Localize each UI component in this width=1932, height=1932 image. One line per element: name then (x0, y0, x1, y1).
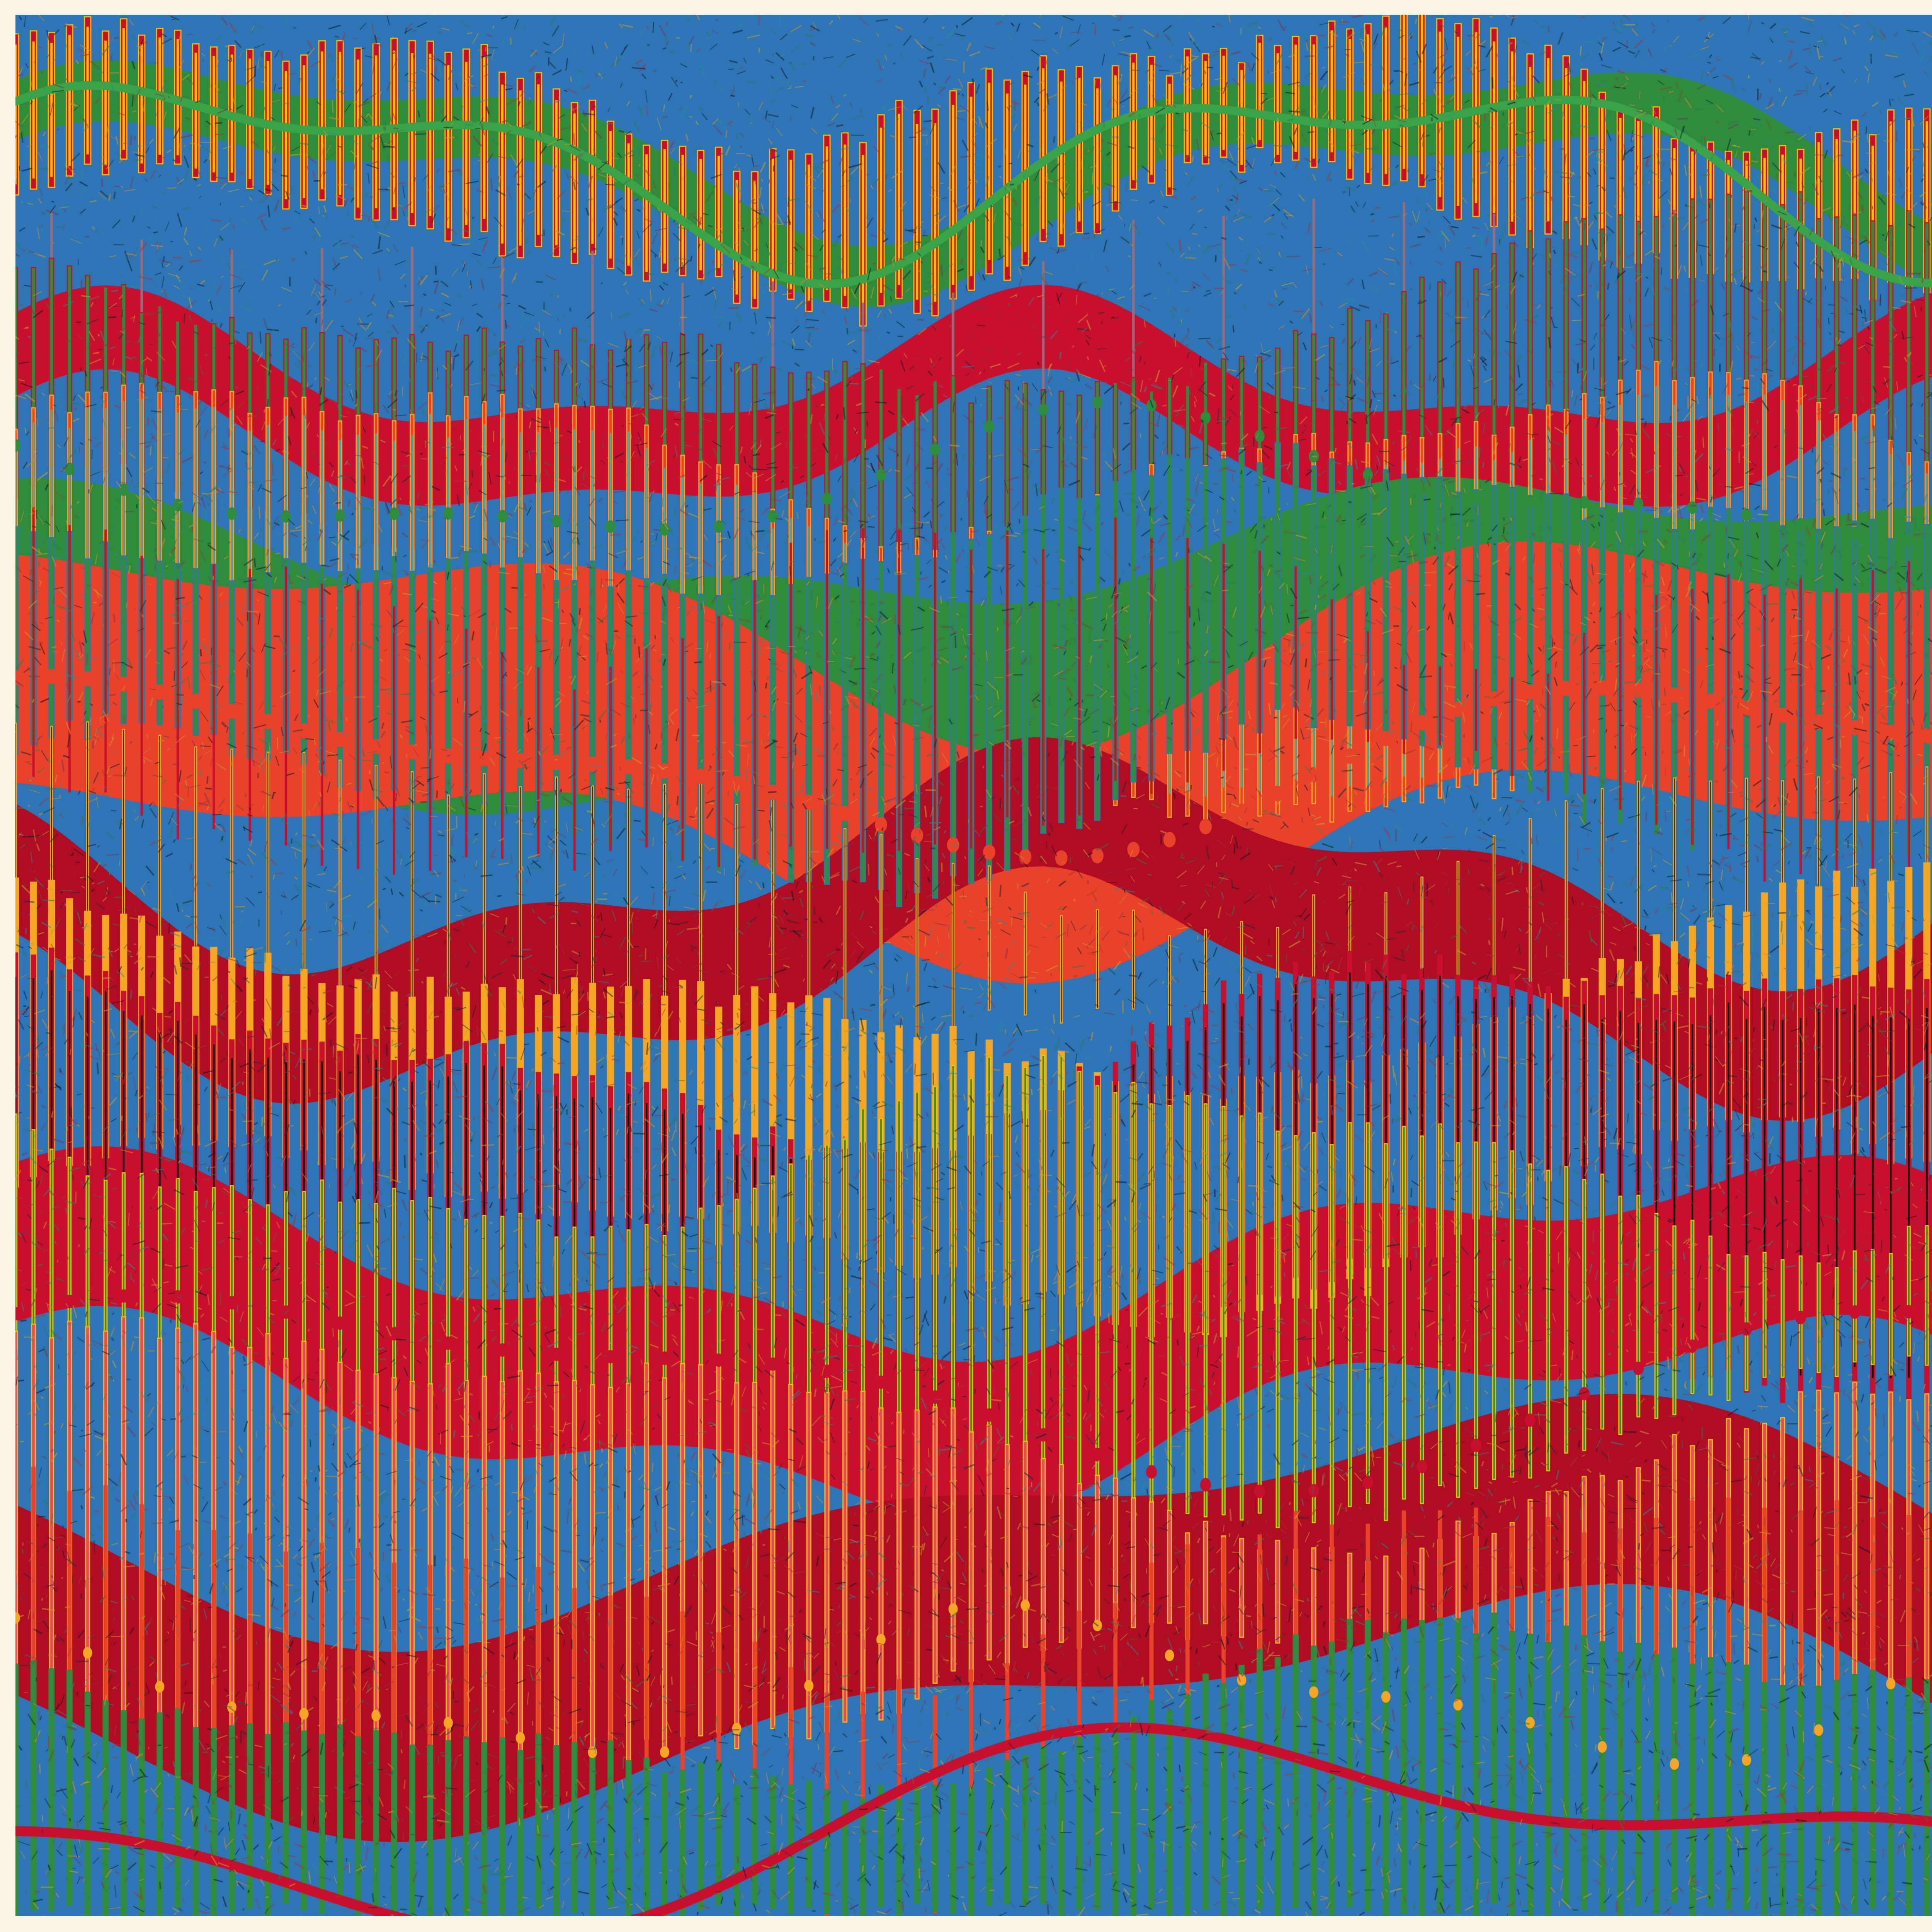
plot-area (15, 15, 1932, 1916)
speckle-noise-layer (15, 15, 1932, 1916)
